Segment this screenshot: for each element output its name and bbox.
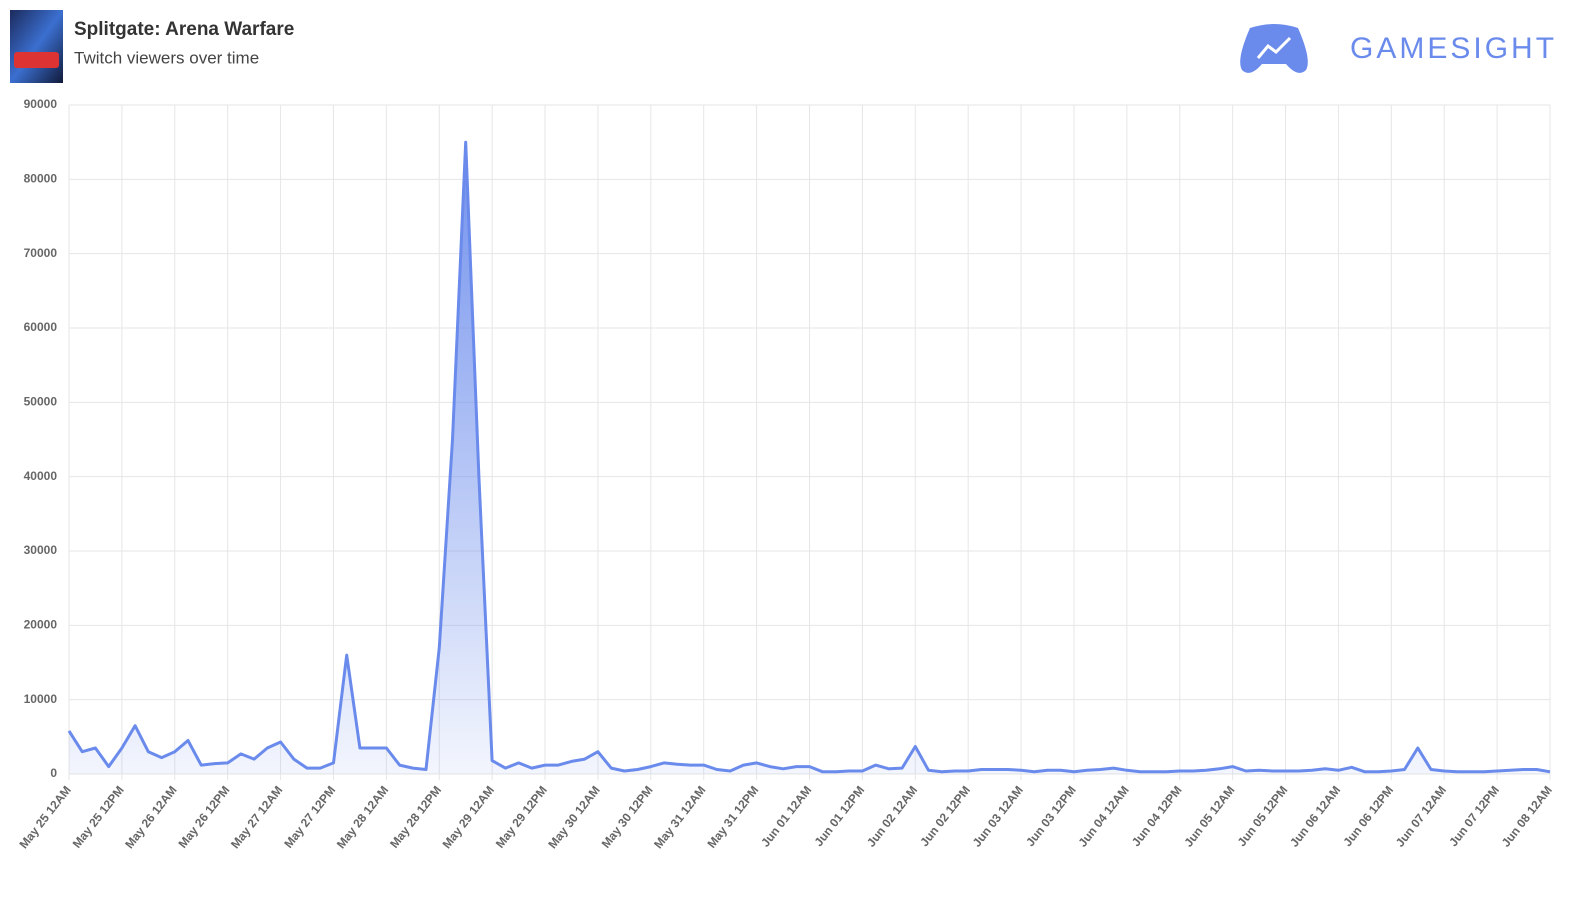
x-tick-label: Jun 01 12AM [758,783,814,849]
x-tick-label: May 29 12PM [493,783,550,850]
x-tick-label: Jun 05 12PM [1235,783,1291,849]
x-tick-label: May 25 12PM [70,783,127,850]
x-tick-label: Jun 03 12PM [1023,783,1079,849]
x-tick-label: Jun 01 12PM [811,783,867,849]
x-tick-label: May 27 12PM [281,783,338,850]
logo-arrow [1256,36,1292,59]
y-tick-label: 20000 [24,618,58,632]
x-tick-label: Jun 02 12PM [917,783,973,849]
line [67,140,1551,774]
x-tick-label: Jun 03 12AM [970,783,1026,849]
x-tick-label: May 26 12AM [122,783,179,851]
y-tick-label: 80000 [24,172,58,186]
y-tick-label: 50000 [24,395,58,409]
x-tick-label: May 31 12PM [704,783,761,850]
brand-name: GAMESIGHT [1350,32,1557,65]
y-tick-label: 10000 [24,692,58,706]
x-tick-label: May 28 12PM [387,783,444,850]
x-tick-label: Jun 07 12PM [1446,783,1502,849]
x-tick-label: May 27 12AM [228,783,285,851]
x-tick-label: May 26 12PM [176,783,233,850]
chart-title: Splitgate: Arena Warfare [74,19,294,40]
y-tick-label: 0 [50,766,57,780]
x-tick-label: Jun 06 12AM [1287,783,1343,849]
x-tick-label: Jun 07 12AM [1393,783,1449,849]
y-tick-label: 40000 [24,469,58,483]
game-icon-banner [14,52,59,68]
x-tick-label: May 28 12AM [334,783,391,851]
chart-subtitle: Twitch viewers over time [74,48,259,67]
x-tick-label: Jun 06 12PM [1340,783,1396,849]
x-tick-label: May 25 12AM [16,783,73,851]
x-tick-label: Jun 02 12AM [864,783,920,849]
y-tick-label: 90000 [24,97,58,111]
x-tick-label: May 29 12AM [440,783,497,851]
game-icon [10,10,63,83]
brand-logo [1240,24,1308,73]
x-tick-label: May 30 12PM [599,783,656,850]
y-tick-label: 70000 [24,246,58,260]
x-tick-label: Jun 05 12AM [1181,783,1237,849]
x-tick-label: Jun 04 12PM [1129,783,1185,849]
logo-pad [1240,24,1308,73]
y-tick-label: 30000 [24,543,58,557]
x-tick-label: May 30 12AM [545,783,602,851]
y-tick-label: 60000 [24,320,58,334]
x-tick-label: Jun 08 12AM [1499,783,1555,849]
x-tick-label: Jun 04 12AM [1076,783,1132,849]
x-tick-label: May 31 12AM [651,783,708,851]
